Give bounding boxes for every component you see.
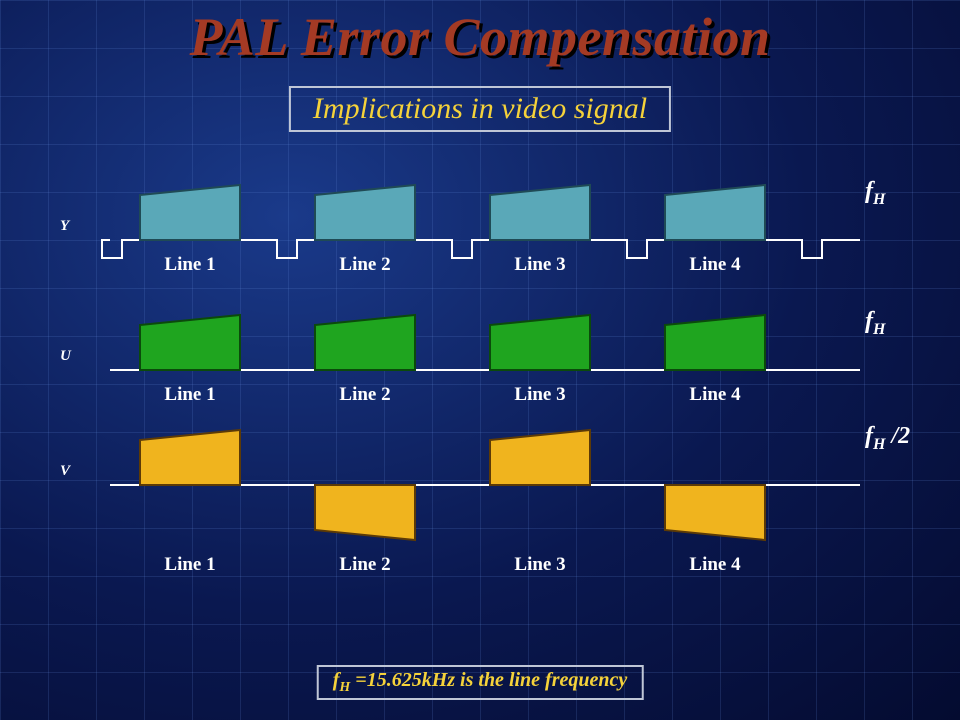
freq-label-y: fH: [865, 178, 886, 208]
u-block-3: [490, 315, 590, 370]
channel-label-u: U: [60, 348, 72, 364]
stage: PAL Error Compensation PAL Error Compens…: [0, 0, 960, 720]
subtitle-text: Implications in video signal: [313, 92, 647, 125]
v-block-4: [665, 485, 765, 540]
page-title: PAL Error Compensation PAL Error Compens…: [0, 6, 960, 68]
line-label: Line 2: [339, 384, 390, 405]
y-block-3: [490, 185, 590, 240]
u-block-1: [140, 315, 240, 370]
channel-label-v: V: [60, 463, 72, 479]
footnote-f: f: [333, 669, 340, 691]
footnote-box: fH =15.625kHz is the line frequency: [317, 665, 644, 700]
freq-label-v: fH /2: [865, 423, 910, 453]
v-block-1: [140, 430, 240, 485]
line-label: Line 2: [339, 254, 390, 275]
line-label: Line 3: [514, 384, 565, 405]
subtitle-box: Implications in video signal: [289, 86, 671, 132]
freq-label-u: fH: [865, 308, 886, 338]
v-block-3: [490, 430, 590, 485]
line-label: Line 4: [689, 384, 741, 405]
y-baseline: [102, 240, 860, 258]
footnote-sub: H: [339, 680, 350, 695]
channel-label-y: Y: [60, 218, 71, 234]
line-label: Line 1: [164, 254, 215, 275]
footnote-rest: =15.625kHz is the line frequency: [350, 669, 627, 691]
line-label: Line 4: [689, 554, 741, 575]
y-block-1: [140, 185, 240, 240]
line-label: Line 3: [514, 554, 565, 575]
line-label: Line 1: [164, 554, 215, 575]
line-label: Line 2: [339, 554, 390, 575]
y-block-4: [665, 185, 765, 240]
v-block-2: [315, 485, 415, 540]
y-block-2: [315, 185, 415, 240]
diagram: YfH Line 1 Line 2 Line 3 Line 4 UfH Line 1 Line…: [50, 175, 920, 645]
line-label: Line 1: [164, 384, 215, 405]
line-label: Line 4: [689, 254, 741, 275]
u-block-4: [665, 315, 765, 370]
u-block-2: [315, 315, 415, 370]
line-label: Line 3: [514, 254, 565, 275]
title-front: PAL Error Compensation: [189, 7, 770, 67]
